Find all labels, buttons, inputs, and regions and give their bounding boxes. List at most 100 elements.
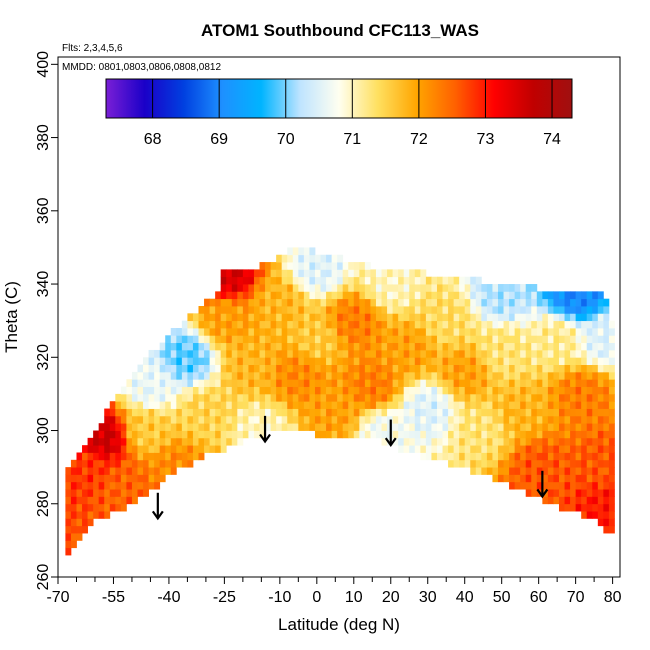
field-cell [570,474,577,483]
field-cell [231,298,238,307]
field-cell [259,386,266,395]
field-cell [220,393,227,402]
field-cell [486,306,493,314]
field-cell [259,276,266,285]
field-cell [82,481,88,490]
field-cell [181,459,188,468]
field-cell [154,481,161,490]
field-cell [298,284,305,292]
field-cell [314,386,321,395]
field-cell [348,269,355,278]
field-cell [204,335,210,344]
field-cell [309,327,316,336]
field-cell [564,298,571,307]
field-cell [398,276,405,285]
field-cell [431,306,438,314]
field-cell [420,452,427,461]
field-cell [176,327,183,336]
field-cell [398,269,405,278]
field-cell [215,357,222,365]
field-cell [470,306,477,314]
field-cell [470,415,477,424]
field-cell [198,320,205,329]
field-cell [553,445,560,453]
field-cell [564,474,571,483]
field-cell [608,320,615,329]
field-cell [481,401,488,409]
field-cell [326,262,333,270]
field-cell [359,393,366,402]
field-cell [597,320,604,329]
field-cell [215,291,222,300]
field-cell [215,386,222,395]
field-cell [326,313,333,322]
field-cell [181,452,188,461]
field-cell [292,386,299,395]
field-cell [464,320,471,329]
x-axis-label: Latitude (deg N) [278,615,400,634]
field-cell [76,533,83,541]
field-cell [486,423,493,431]
field-cell [442,437,449,446]
field-cell [204,386,210,395]
field-cell [204,371,210,380]
field-cell [453,306,460,314]
field-cell [592,349,599,358]
field-cell [148,474,155,483]
field-cell [137,408,144,417]
field-cell [209,379,216,387]
field-cell [564,445,571,453]
field-cell [320,306,327,314]
y-tick-label: 280 [35,490,52,517]
arrow-head [384,437,397,448]
field-cell [442,415,449,424]
field-cell [381,415,388,424]
field-cell [570,364,577,373]
field-cell [248,313,255,322]
field-cell [120,437,127,446]
field-cell [398,327,405,336]
field-cell [520,423,527,431]
field-cell [187,437,194,446]
field-cell [276,408,283,417]
field-cell [608,496,615,505]
field-cell [431,371,438,380]
field-cell [326,393,333,402]
field-cell [87,511,94,519]
field-cell [143,474,149,483]
field-cell [536,342,543,351]
field-cell [348,335,355,344]
field-cell [270,401,277,409]
field-cell [592,313,599,322]
field-cell [137,445,144,453]
field-cell [364,291,371,300]
field-cell [497,408,504,417]
field-cell [448,342,455,351]
field-cell [459,313,466,322]
field-cell [414,364,421,373]
field-cell [276,284,283,292]
field-cell [364,408,371,417]
field-cell [353,313,360,322]
field-cell [198,335,205,344]
field-cell [226,364,233,373]
field-cell [126,489,133,497]
field-cell [226,327,233,336]
field-cell [420,327,427,336]
field-cell [131,481,138,490]
field-cell [104,437,111,446]
field-cell [364,298,371,307]
field-cell [154,459,161,468]
field-cell [492,327,499,336]
field-cell [420,423,427,431]
field-cell [464,313,471,322]
field-cell [514,423,521,431]
field-cell [403,327,410,336]
field-cell [181,327,188,336]
field-cell [165,445,172,453]
field-cell [403,349,410,358]
field-cell [87,474,94,483]
field-cell [82,474,88,483]
field-cell [459,320,466,329]
field-cell [276,357,283,365]
